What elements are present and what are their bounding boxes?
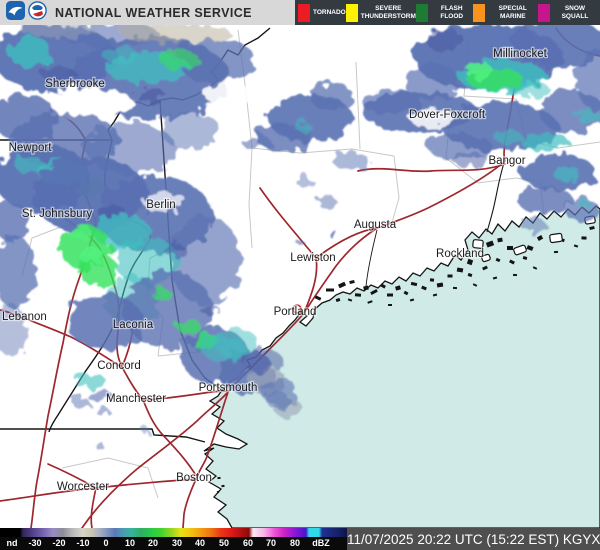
legend-item: SNOW SQUALL <box>537 3 597 22</box>
city-label: Newport <box>9 142 53 154</box>
nws-logo-icon <box>28 0 47 25</box>
dbz-tick: 50 <box>218 538 230 548</box>
header-branding: NATIONAL WEATHER SERVICE <box>0 0 295 25</box>
warning-legend: TORNADO SEVERE THUNDERSTORM FLASH FLOOD SPE… <box>295 0 600 25</box>
city-label: Lewiston <box>290 252 335 264</box>
city-label: Portland <box>274 306 317 318</box>
dbz-tick: 30 <box>171 538 183 548</box>
city-labels: Sherbrooke Newport St. Johnsbury Berlin Mill… <box>1 47 549 495</box>
dbz-tick: 60 <box>242 538 254 548</box>
coastal-islands <box>216 215 596 494</box>
city-label: Dover-Foxcroft <box>409 109 486 121</box>
legend-label: SEVERE THUNDERSTORM <box>360 4 416 20</box>
legend-swatch <box>298 3 310 22</box>
precipitation-echoes <box>0 25 600 449</box>
dbz-tick: nd <box>6 538 18 548</box>
city-label: Bangor <box>488 155 525 167</box>
legend-label: FLASH FLOOD <box>440 4 464 20</box>
timestamp: 11/07/2025 20:22 UTC (15:22 EST) KGYX <box>347 528 600 550</box>
city-label: Portsmouth <box>199 382 258 394</box>
legend-swatch <box>345 3 358 22</box>
dbz-tick: 20 <box>147 538 159 548</box>
city-label: Rockland <box>436 248 484 260</box>
city-label: Worcester <box>57 481 109 493</box>
city-label: Concord <box>97 360 140 372</box>
radar-map[interactable]: Sherbrooke Newport St. Johnsbury Berlin Mill… <box>0 25 600 528</box>
dbz-tick-labels: nd -30 -20 -10 0 10 20 30 40 50 60 70 80 dBZ <box>0 537 347 550</box>
city-label: Laconia <box>113 319 154 331</box>
legend-item: SPECIAL MARINE <box>472 3 538 22</box>
dbz-tick: 80 <box>289 538 301 548</box>
dbz-tick: dBZ <box>312 538 330 548</box>
city-label: Lebanon <box>2 311 47 323</box>
noaa-logo-icon <box>6 0 25 25</box>
legend-label: SPECIAL MARINE <box>498 4 527 20</box>
city-label: Sherbrooke <box>45 78 104 90</box>
bottom-bar: nd -30 -20 -10 0 10 20 30 40 50 60 70 80 dBZ 11/07/20… <box>0 528 600 550</box>
legend-label: SNOW SQUALL <box>561 4 589 20</box>
city-label: Manchester <box>106 393 166 405</box>
dbz-tick: 10 <box>124 538 136 548</box>
legend-swatch <box>537 3 550 22</box>
radar-site-marker <box>292 304 302 314</box>
dbz-gradient-strip <box>0 528 347 537</box>
city-label: St. Johnsbury <box>22 208 93 220</box>
dbz-tick: 70 <box>265 538 277 548</box>
legend-swatch <box>472 3 485 22</box>
dbz-tick: 40 <box>194 538 206 548</box>
city-label: Berlin <box>146 199 175 211</box>
dbz-tick: -30 <box>28 538 42 548</box>
city-label: Millinocket <box>493 48 547 60</box>
city-label: Augusta <box>354 219 397 231</box>
dbz-tick: -20 <box>52 538 66 548</box>
legend-item: TORNADO <box>298 3 346 22</box>
top-header: NATIONAL WEATHER SERVICE TORNADO SEVERE T… <box>0 0 600 25</box>
agency-title: NATIONAL WEATHER SERVICE <box>55 5 252 20</box>
dbz-color-scale: nd -30 -20 -10 0 10 20 30 40 50 60 70 80 dBZ <box>0 528 347 550</box>
city-label: Boston <box>176 472 212 484</box>
dbz-tick: -10 <box>76 538 90 548</box>
legend-label: TORNADO <box>313 8 346 16</box>
legend-item: SEVERE THUNDERSTORM <box>345 3 416 22</box>
legend-swatch <box>415 3 428 22</box>
legend-item: FLASH FLOOD <box>415 3 473 22</box>
dbz-tick: 0 <box>103 538 109 548</box>
